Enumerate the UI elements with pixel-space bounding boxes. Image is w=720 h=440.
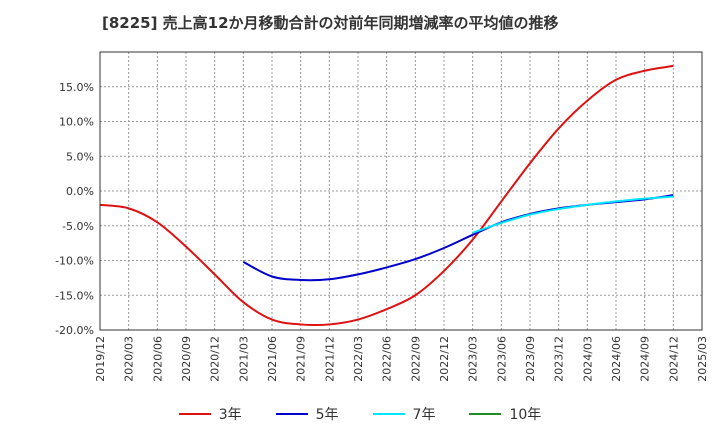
series-lines <box>99 64 674 327</box>
x-tick-label: 2021/09 <box>295 336 308 382</box>
legend-label-10y: 10年 <box>509 407 542 423</box>
chart-title: [8225] 売上高12か月移動合計の対前年同期増減率の平均値の推移 <box>102 14 559 32</box>
legend: 3年 5年 7年 10年 <box>0 404 720 424</box>
legend-item-10y: 10年 <box>469 404 541 424</box>
x-tick-label: 2023/09 <box>524 336 537 382</box>
y-tick-label: -15.0% <box>55 289 94 302</box>
x-tick-label: 2020/06 <box>151 336 164 382</box>
x-tick-label: 2021/12 <box>323 336 336 382</box>
x-tick-label: 2022/03 <box>352 336 365 382</box>
legend-item-5y: 5年 <box>275 404 339 424</box>
y-tick-label: -20.0% <box>55 324 94 337</box>
y-tick-label: 0.0% <box>66 185 94 198</box>
x-tick-label: 2021/06 <box>266 336 279 382</box>
y-tick-label: -5.0% <box>62 220 94 233</box>
x-tick-label: 2024/03 <box>581 336 594 382</box>
legend-swatch-3y <box>178 413 211 415</box>
y-tick-label: 5.0% <box>66 150 94 163</box>
x-tick-label: 2024/09 <box>639 336 652 382</box>
x-tick-label: 2022/06 <box>381 336 394 382</box>
y-axis-ticks: 15.0% 10.0% 5.0% 0.0% -5.0% -10.0% -15.0% -20.0… <box>55 81 94 337</box>
series-line-1 <box>242 194 674 282</box>
plot-frame <box>99 51 703 331</box>
x-tick-label: 2024/06 <box>610 336 623 382</box>
x-tick-label: 2023/12 <box>553 336 566 382</box>
legend-label-7y: 7年 <box>412 407 436 423</box>
x-tick-label: 2022/09 <box>409 336 422 382</box>
x-tick-label: 2023/06 <box>495 336 508 382</box>
x-tick-label: 2023/03 <box>467 336 480 382</box>
legend-item-3y: 3年 <box>178 404 242 424</box>
x-tick-label: 2020/03 <box>123 336 136 382</box>
legend-item-7y: 7年 <box>372 404 436 424</box>
x-axis-ticks: 2019/12 2020/03 2020/06 2020/09 2020/12 2021/… <box>94 336 709 382</box>
legend-swatch-7y <box>372 413 405 415</box>
y-tick-label: 10.0% <box>59 116 94 129</box>
x-tick-label: 2022/12 <box>438 336 451 382</box>
y-tick-label: 15.0% <box>59 81 94 94</box>
legend-label-3y: 3年 <box>218 407 242 423</box>
series-line-0 <box>99 64 674 327</box>
legend-label-5y: 5年 <box>315 407 339 423</box>
legend-swatch-5y <box>275 413 308 415</box>
legend-swatch-10y <box>469 413 502 415</box>
x-tick-label: 2020/12 <box>209 336 222 382</box>
x-tick-label: 2020/09 <box>180 336 193 382</box>
y-tick-label: -10.0% <box>55 255 94 268</box>
x-tick-label: 2019/12 <box>94 336 107 382</box>
x-tick-label: 2024/12 <box>667 336 680 382</box>
x-tick-label: 2025/03 <box>696 336 709 382</box>
grid <box>99 52 703 331</box>
x-tick-label: 2021/03 <box>237 336 250 382</box>
series-line-2 <box>472 195 674 234</box>
